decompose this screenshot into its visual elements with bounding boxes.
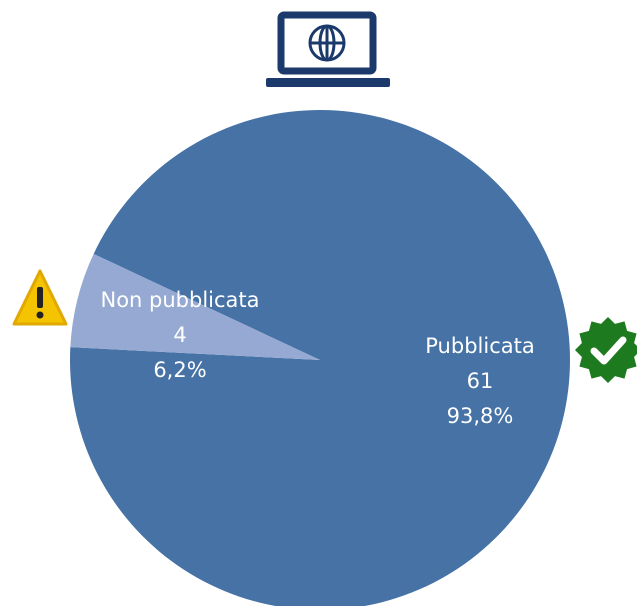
check-badge-icon xyxy=(575,317,637,383)
slice-percentage: 93,8% xyxy=(447,404,514,428)
pie-slice xyxy=(70,110,570,606)
slice-label: Non pubblicata xyxy=(100,288,259,312)
slice-value: 61 xyxy=(467,369,494,393)
pie xyxy=(70,110,570,606)
slice-percentage: 6,2% xyxy=(153,358,206,382)
slice-value: 4 xyxy=(173,323,186,347)
pie-slice xyxy=(70,253,320,360)
laptop-icon xyxy=(266,11,390,87)
warning-icon xyxy=(12,269,68,326)
slice-label: Pubblicata xyxy=(425,334,534,358)
